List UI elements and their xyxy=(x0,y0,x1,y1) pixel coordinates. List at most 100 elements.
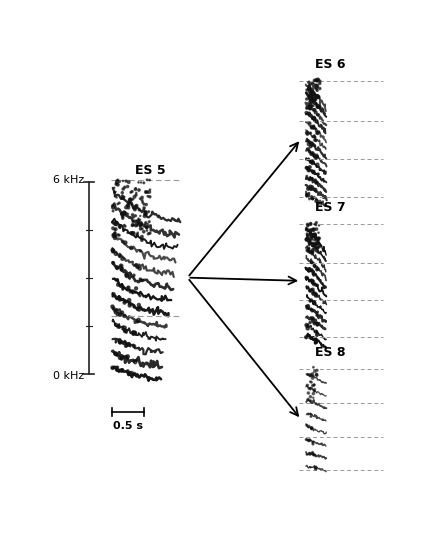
Point xyxy=(303,235,310,244)
Point xyxy=(313,178,319,187)
Point xyxy=(312,99,319,108)
Point xyxy=(304,166,311,175)
Point xyxy=(303,231,310,240)
Point xyxy=(111,232,118,240)
Point xyxy=(132,191,139,199)
Point xyxy=(309,289,316,297)
Point xyxy=(307,412,314,421)
Point xyxy=(310,299,317,308)
Point xyxy=(315,93,322,102)
Point xyxy=(316,79,322,88)
Point xyxy=(313,244,320,253)
Point xyxy=(135,316,141,325)
Point xyxy=(308,90,315,99)
Point xyxy=(138,224,145,233)
Point xyxy=(307,232,314,241)
Point xyxy=(314,235,321,244)
Point xyxy=(120,194,126,203)
Point xyxy=(114,276,120,285)
Point xyxy=(115,367,122,376)
Point xyxy=(303,421,310,430)
Point xyxy=(309,389,316,398)
Point xyxy=(131,370,138,379)
Point xyxy=(306,450,313,459)
Point xyxy=(312,399,319,408)
Point xyxy=(143,176,150,184)
Point xyxy=(309,232,316,241)
Point xyxy=(142,200,149,209)
Text: 6 kHz: 6 kHz xyxy=(52,175,84,184)
Point xyxy=(313,331,319,340)
Point xyxy=(304,164,310,173)
Point xyxy=(308,230,315,239)
Point xyxy=(307,96,314,105)
Point xyxy=(314,228,321,237)
Point xyxy=(310,114,317,123)
Point xyxy=(118,194,125,203)
Point xyxy=(307,185,314,194)
Point xyxy=(304,232,310,241)
Point xyxy=(112,350,119,358)
Point xyxy=(112,180,119,189)
Point xyxy=(303,95,310,104)
Point xyxy=(306,163,313,172)
Point xyxy=(312,246,319,255)
Point xyxy=(116,222,123,230)
Point xyxy=(140,200,147,209)
Point xyxy=(306,91,313,100)
Point xyxy=(303,128,310,137)
Point xyxy=(316,241,322,250)
Point xyxy=(109,302,116,311)
Point xyxy=(308,249,315,258)
Point xyxy=(313,311,319,320)
Point xyxy=(113,178,120,187)
Point xyxy=(110,232,117,240)
Point xyxy=(130,204,137,213)
Point xyxy=(311,231,318,240)
Point xyxy=(304,164,310,173)
Point xyxy=(310,106,317,115)
Point xyxy=(311,83,318,92)
Point xyxy=(112,187,119,196)
Point xyxy=(313,76,320,85)
Point xyxy=(116,353,123,362)
Point xyxy=(120,220,127,229)
Point xyxy=(308,85,315,94)
Point xyxy=(304,265,311,274)
Point xyxy=(137,220,144,229)
Point xyxy=(128,368,135,377)
Point xyxy=(309,245,316,254)
Point xyxy=(120,193,127,202)
Point xyxy=(308,374,315,383)
Point xyxy=(137,247,144,255)
Point xyxy=(129,194,136,203)
Point xyxy=(305,84,312,93)
Point xyxy=(136,291,143,300)
Point xyxy=(124,182,131,191)
Point xyxy=(313,91,319,100)
Point xyxy=(118,366,125,375)
Point xyxy=(109,224,116,233)
Point xyxy=(307,157,314,166)
Point xyxy=(129,329,136,337)
Point xyxy=(122,209,129,218)
Point xyxy=(134,228,141,237)
Point xyxy=(306,235,313,244)
Point xyxy=(112,249,119,258)
Point xyxy=(315,239,322,248)
Point xyxy=(116,177,123,186)
Point xyxy=(120,283,126,292)
Point xyxy=(145,187,152,196)
Point xyxy=(313,320,320,329)
Point xyxy=(127,194,134,203)
Point xyxy=(308,183,315,192)
Point xyxy=(303,190,310,199)
Point xyxy=(314,234,321,243)
Point xyxy=(313,102,320,111)
Point xyxy=(310,280,316,289)
Point xyxy=(306,240,313,249)
Point xyxy=(112,225,119,234)
Point xyxy=(314,92,321,101)
Point xyxy=(310,381,316,389)
Point xyxy=(313,240,320,249)
